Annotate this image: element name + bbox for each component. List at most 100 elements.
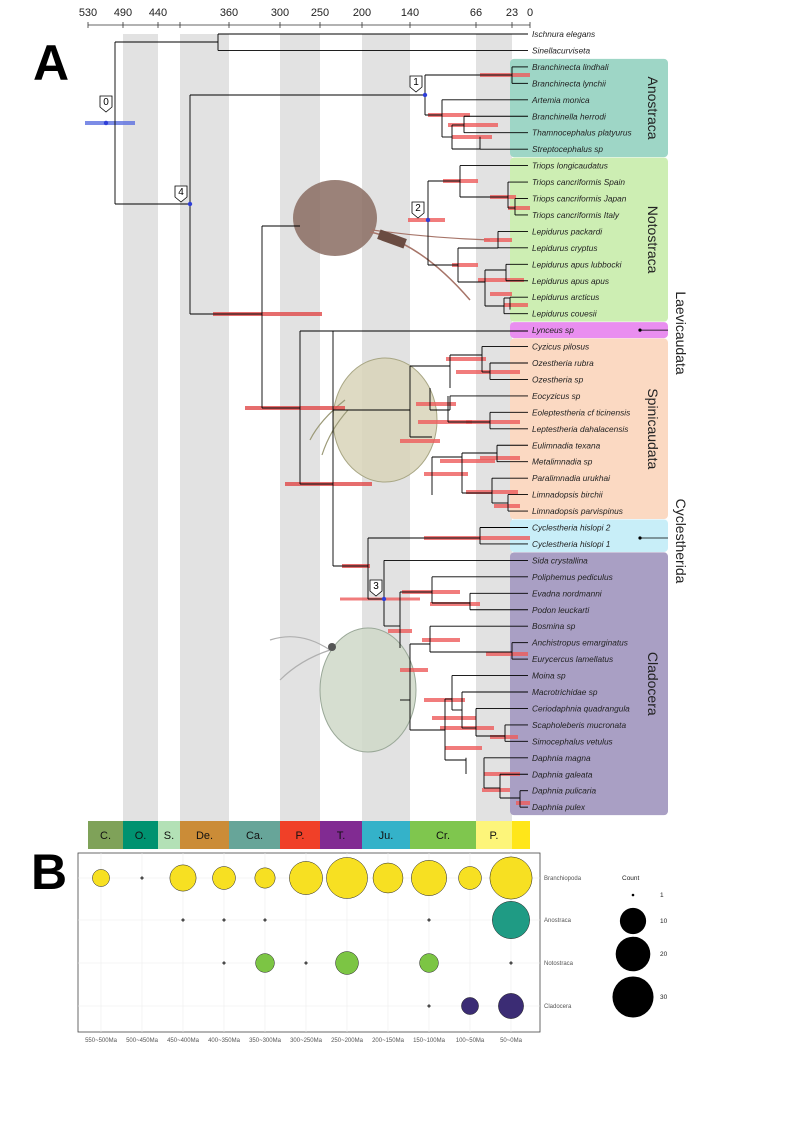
taxon-label: Macrotrichidae sp	[532, 687, 598, 697]
x-tick-label: 200~150Ma	[372, 1038, 405, 1044]
time-axis-label: 300	[271, 7, 289, 19]
bubble-branchiopoda	[326, 857, 368, 899]
legend-circle	[612, 976, 654, 1018]
y-tick-label: Cladocera	[544, 1004, 572, 1010]
bubble-anostraca	[427, 918, 431, 922]
time-band	[180, 34, 229, 821]
x-tick-label: 350~300Ma	[249, 1038, 282, 1044]
node-dot	[187, 201, 193, 207]
node-label-flag	[99, 95, 113, 113]
clade-label-cyclestherida: Cyclestherida	[673, 499, 689, 584]
legend-value: 10	[660, 918, 668, 925]
taxon-label: Lynceus sp	[532, 325, 574, 335]
bubble-branchiopoda	[254, 867, 276, 889]
taxon-label: Lepidurus couesii	[532, 309, 598, 319]
taxon-label: Poliphemus pediculus	[532, 572, 613, 582]
water-flea-illustration	[319, 627, 417, 753]
taxon-label: Daphnia magna	[532, 753, 591, 763]
taxon-label: Lepidurus apus apus	[532, 276, 609, 286]
node-dot	[103, 120, 109, 126]
taxon-label: Bosmina sp	[532, 621, 576, 631]
taxon-label: Daphnia galeata	[532, 769, 593, 779]
water-flea-antennae	[269, 636, 331, 681]
bubble-branchiopoda	[92, 869, 110, 887]
legend-value: 30	[660, 994, 668, 1001]
period-box	[88, 821, 123, 849]
bubble-anostraca	[222, 918, 226, 922]
taxon-label: Daphnia pulex	[532, 802, 586, 812]
taxon-label: Simocephalus vetulus	[532, 736, 613, 746]
period-label: Cr.	[436, 830, 450, 842]
time-axis-label: 0	[527, 7, 533, 19]
period-label: S.	[164, 830, 174, 842]
period-label: Ca.	[246, 830, 263, 842]
taxon-label: Branchinecta lynchii	[532, 78, 607, 88]
x-tick-label: 500~450Ma	[126, 1038, 159, 1044]
taxon-label: Triops cancriformis Japan	[532, 194, 627, 204]
period-label: Ju.	[379, 830, 394, 842]
taxon-label: Metalimnadia sp	[532, 457, 593, 467]
node-dot	[425, 217, 431, 223]
legend-circle	[631, 893, 635, 897]
bubble-anostraca	[181, 918, 185, 922]
taxon-label: Leptestheria dahalacensis	[532, 424, 628, 434]
taxon-label: Limnadopsis birchii	[532, 490, 604, 500]
tadpole-shrimp-illustration	[293, 180, 377, 256]
clam-shrimp-antennae	[309, 399, 349, 456]
period-box	[280, 821, 320, 849]
period-box	[476, 821, 512, 849]
node-label-2: 2	[415, 203, 421, 214]
taxon-label: Eulimnadia texana	[532, 440, 601, 450]
x-tick-label: 150~100Ma	[413, 1038, 446, 1044]
bubble-branchiopoda	[289, 861, 323, 895]
taxon-label: Triops cancriformis Spain	[532, 177, 625, 187]
clade-box-notostraca	[510, 157, 668, 322]
legend-value: 1	[660, 892, 664, 899]
clade-box-anostraca	[510, 58, 668, 158]
node-label-flag	[174, 185, 188, 203]
taxon-label: Branchinella herrodi	[532, 111, 607, 121]
time-axis-label: 490	[114, 7, 132, 19]
x-tick-label: 400~350Ma	[208, 1038, 241, 1044]
y-tick-label: Anostraca	[544, 918, 572, 924]
x-tick-label: 250~200Ma	[331, 1038, 364, 1044]
node-label-flag	[409, 75, 423, 93]
x-tick-label: 550~500Ma	[85, 1038, 118, 1044]
node-label-4: 4	[178, 187, 184, 198]
node-dot	[422, 92, 428, 98]
taxon-label: Anchistropus emarginatus	[531, 638, 628, 648]
bubble-notostraca	[509, 961, 513, 965]
taxon-label: Branchinecta lindhali	[532, 62, 610, 72]
clade-label-cladocera: Cladocera	[645, 652, 661, 716]
taxon-label: Eoleptestheria cf ticinensis	[532, 407, 630, 417]
clade-label-anostraca: Anostraca	[645, 77, 661, 140]
bubble-cladocera	[427, 1004, 431, 1008]
time-axis-label: 250	[311, 7, 329, 19]
water-flea-eye	[328, 643, 336, 651]
node-label-1: 1	[413, 77, 419, 88]
panel-b-label: B	[31, 844, 68, 900]
legend-title: Count	[622, 875, 640, 882]
period-box	[123, 821, 158, 849]
taxon-label: Eocyzicus sp	[532, 391, 581, 401]
period-box	[512, 821, 530, 849]
period-box	[158, 821, 180, 849]
clade-label-notostraca: Notostraca	[645, 206, 661, 274]
period-label: C.	[100, 830, 111, 842]
taxon-label: Evadna nordmanni	[532, 588, 603, 598]
legend-circle	[615, 936, 651, 972]
bubble-branchiopoda	[169, 864, 197, 892]
taxon-label: Moina sp	[532, 671, 566, 681]
taxon-label: Artemia monica	[531, 95, 590, 105]
cyclestherida-dot	[638, 536, 642, 540]
taxon-label: Eurycercus lamellatus	[532, 654, 613, 664]
bubble-notostraca	[419, 953, 439, 973]
clade-label-laevicaudata: Laevicaudata	[673, 291, 689, 375]
taxon-label: Ozestheria rubra	[532, 358, 594, 368]
time-axis-label: 360	[220, 7, 238, 19]
laevicaudata-dot	[638, 328, 642, 332]
bubble-branchiopoda	[489, 856, 533, 900]
taxon-label: Triops cancriformis Italy	[532, 210, 620, 220]
y-tick-label: Notostraca	[544, 961, 574, 967]
